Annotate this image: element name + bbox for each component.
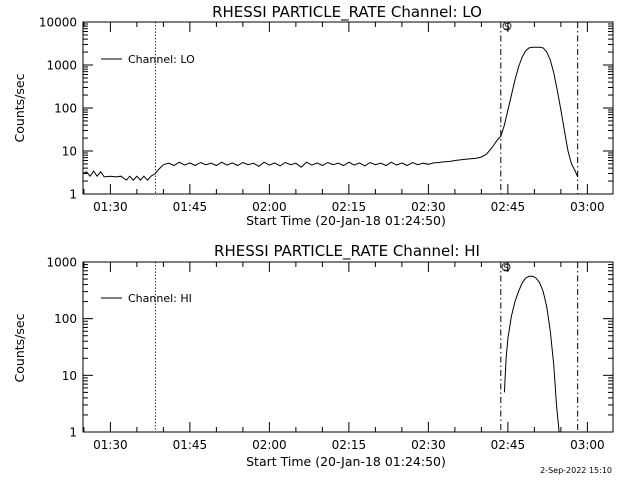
hi-x-tick-labels: 01:30 01:45 02:00 02:15 02:30 02:45 03:0… [93,438,605,452]
x-tick-label: 02:00 [252,200,287,214]
hi-legend: Channel: HI [101,292,192,305]
hi-s-marker: S [501,262,511,274]
y-tick-label: 1 [69,426,77,440]
y-tick-label: 100 [54,102,77,116]
x-tick-label: 03:00 [570,200,605,214]
x-tick-label: 02:00 [252,438,287,452]
y-tick-label: 10 [62,369,77,383]
lo-y-axis-label: Counts/sec [12,73,27,142]
generation-timestamp: 2-Sep-2022 15:10 [540,466,612,475]
x-tick-label: 01:30 [93,438,128,452]
lo-plot-frame [82,21,614,195]
x-tick-label: 03:00 [570,438,605,452]
y-tick-label: 1000 [46,256,77,270]
hi-event-lines [154,262,579,432]
lo-event-lines [154,22,579,194]
x-tick-label: 02:30 [411,200,446,214]
s-marker-label: S [503,264,509,274]
y-tick-label: 1 [69,188,77,202]
x-tick-label: 01:45 [173,438,208,452]
s-marker-circle [501,262,511,272]
lo-tick-marks [83,21,613,195]
y-tick-label: 1000 [46,59,77,73]
x-tick-label: 01:30 [93,200,128,214]
particle-rate-line [503,275,560,433]
x-tick-label: 02:45 [491,200,526,214]
x-tick-label: 02:30 [411,438,446,452]
particle-rate-line [82,46,579,181]
y-tick-label: 10000 [39,16,77,30]
legend-entry: Channel: LO [128,53,195,66]
hi-tick-marks [83,261,613,433]
lo-y-tick-labels: 1 10 100 1000 10000 [39,16,77,202]
y-tick-label: 10 [62,145,77,159]
hi-x-axis-label: Start Time (20-Jan-18 01:24:50) [246,454,446,469]
legend-entry: Channel: HI [128,292,192,305]
lo-channel-plot: RHESSI PARTICLE_RATE Channel: LO 1 10 10… [12,3,614,228]
hi-channel-plot: RHESSI PARTICLE_RATE Channel: HI 1 10 10… [12,242,614,469]
hi-series [503,275,560,433]
hi-y-axis-label: Counts/sec [12,313,27,382]
lo-series [82,46,579,181]
lo-legend: Channel: LO [101,53,195,66]
hi-chart-title: RHESSI PARTICLE_RATE Channel: HI [214,242,480,261]
hi-plot-frame [82,261,614,433]
x-tick-label: 02:15 [332,438,367,452]
s-marker-label: S [504,23,510,33]
lo-x-tick-labels: 01:30 01:45 02:00 02:15 02:30 02:45 03:0… [93,200,605,214]
y-tick-label: 100 [54,312,77,326]
lo-x-axis-label: Start Time (20-Jan-18 01:24:50) [246,213,446,228]
lo-chart-title: RHESSI PARTICLE_RATE Channel: LO [212,3,482,22]
x-tick-label: 02:45 [491,438,526,452]
x-tick-label: 02:15 [332,200,367,214]
x-tick-label: 01:45 [173,200,208,214]
s-marker-circle [502,21,512,31]
hi-y-tick-labels: 1 10 100 1000 [46,256,77,440]
lo-s-marker: S [502,21,512,33]
